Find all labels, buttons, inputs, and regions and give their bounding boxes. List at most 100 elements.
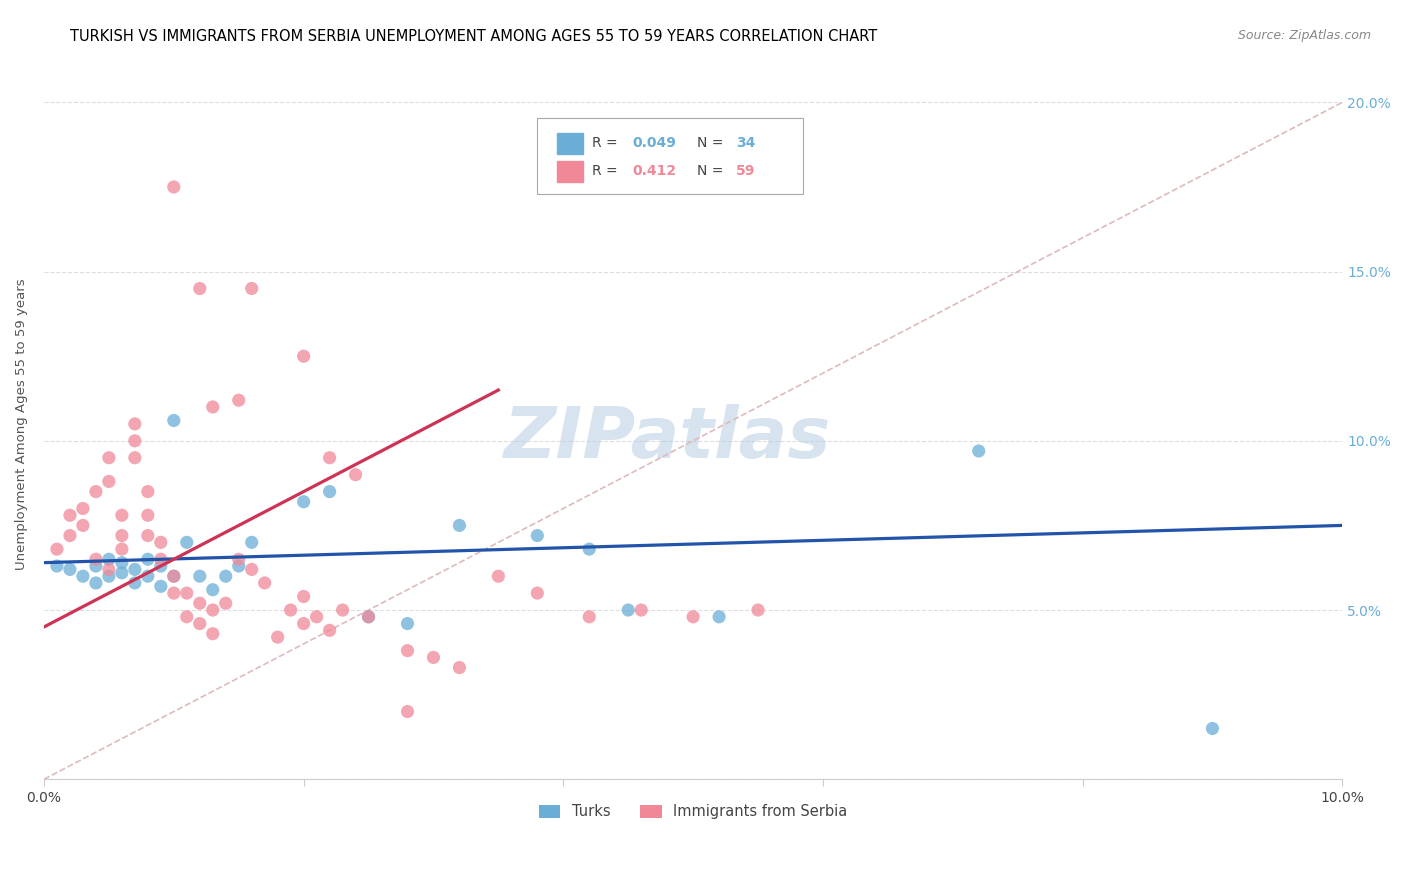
Text: 0.049: 0.049 bbox=[633, 136, 676, 151]
Point bbox=[188, 596, 211, 610]
Point bbox=[111, 566, 134, 580]
Point bbox=[578, 609, 600, 624]
Point bbox=[46, 559, 69, 574]
Text: TURKISH VS IMMIGRANTS FROM SERBIA UNEMPLOYMENT AMONG AGES 55 TO 59 YEARS CORRELA: TURKISH VS IMMIGRANTS FROM SERBIA UNEMPL… bbox=[70, 29, 877, 44]
Point bbox=[188, 616, 211, 631]
Point bbox=[176, 586, 198, 600]
Point bbox=[280, 603, 302, 617]
Point bbox=[72, 518, 94, 533]
Y-axis label: Unemployment Among Ages 55 to 59 years: Unemployment Among Ages 55 to 59 years bbox=[15, 278, 28, 570]
Point bbox=[97, 552, 120, 566]
Point bbox=[967, 444, 990, 458]
Point bbox=[240, 562, 263, 576]
Point bbox=[59, 528, 82, 542]
Point bbox=[228, 559, 250, 574]
Point bbox=[111, 542, 134, 557]
Point bbox=[747, 603, 769, 617]
Point bbox=[292, 590, 315, 604]
Point bbox=[124, 417, 146, 431]
Point bbox=[228, 393, 250, 408]
Point bbox=[486, 569, 509, 583]
Point bbox=[422, 650, 444, 665]
Point bbox=[111, 528, 134, 542]
Point bbox=[526, 586, 548, 600]
Point bbox=[136, 508, 159, 523]
Text: R =: R = bbox=[592, 164, 617, 178]
Text: 59: 59 bbox=[735, 164, 755, 178]
Point bbox=[124, 562, 146, 576]
Text: N =: N = bbox=[697, 164, 724, 178]
Point bbox=[72, 569, 94, 583]
Point bbox=[707, 609, 730, 624]
Point bbox=[124, 434, 146, 448]
Point bbox=[84, 484, 107, 499]
Point bbox=[318, 624, 340, 638]
Point bbox=[97, 475, 120, 489]
Text: 34: 34 bbox=[735, 136, 755, 151]
Point bbox=[136, 552, 159, 566]
Point bbox=[201, 626, 224, 640]
Point bbox=[240, 535, 263, 549]
Point bbox=[163, 586, 186, 600]
Point bbox=[124, 576, 146, 591]
Bar bbox=[557, 161, 582, 182]
Point bbox=[46, 542, 69, 557]
Point bbox=[149, 535, 172, 549]
Point bbox=[163, 569, 186, 583]
Point bbox=[228, 552, 250, 566]
Point bbox=[617, 603, 640, 617]
Point bbox=[59, 508, 82, 523]
Point bbox=[201, 603, 224, 617]
Point bbox=[344, 467, 367, 482]
Point bbox=[292, 494, 315, 508]
Point bbox=[72, 501, 94, 516]
FancyBboxPatch shape bbox=[537, 118, 803, 194]
Point bbox=[578, 542, 600, 557]
Point bbox=[357, 609, 380, 624]
Point bbox=[124, 450, 146, 465]
Point bbox=[201, 582, 224, 597]
Text: R =: R = bbox=[592, 136, 617, 151]
Text: ZIPatlas: ZIPatlas bbox=[503, 403, 831, 473]
Point bbox=[526, 528, 548, 542]
Point bbox=[292, 616, 315, 631]
Point bbox=[136, 484, 159, 499]
Point bbox=[84, 559, 107, 574]
Point bbox=[240, 281, 263, 295]
Point bbox=[97, 562, 120, 576]
Point bbox=[215, 596, 238, 610]
Point bbox=[318, 484, 340, 499]
Point bbox=[396, 616, 419, 631]
Point bbox=[136, 569, 159, 583]
Point bbox=[1201, 722, 1223, 736]
Point bbox=[97, 450, 120, 465]
Point bbox=[292, 349, 315, 363]
Bar bbox=[557, 133, 582, 154]
Point bbox=[201, 400, 224, 414]
Point bbox=[357, 609, 380, 624]
Point bbox=[396, 705, 419, 719]
Point bbox=[136, 528, 159, 542]
Point bbox=[111, 556, 134, 570]
Point bbox=[396, 643, 419, 657]
Point bbox=[630, 603, 652, 617]
Point bbox=[149, 552, 172, 566]
Point bbox=[163, 180, 186, 194]
Point bbox=[176, 535, 198, 549]
Legend: Turks, Immigrants from Serbia: Turks, Immigrants from Serbia bbox=[533, 798, 853, 825]
Point bbox=[84, 576, 107, 591]
Point bbox=[163, 569, 186, 583]
Point bbox=[266, 630, 288, 644]
Point bbox=[59, 562, 82, 576]
Point bbox=[149, 579, 172, 593]
Point bbox=[215, 569, 238, 583]
Text: 0.412: 0.412 bbox=[633, 164, 676, 178]
Point bbox=[111, 508, 134, 523]
Point bbox=[682, 609, 704, 624]
Point bbox=[188, 281, 211, 295]
Point bbox=[97, 569, 120, 583]
Text: N =: N = bbox=[697, 136, 724, 151]
Point bbox=[84, 552, 107, 566]
Point bbox=[253, 576, 276, 591]
Point bbox=[176, 609, 198, 624]
